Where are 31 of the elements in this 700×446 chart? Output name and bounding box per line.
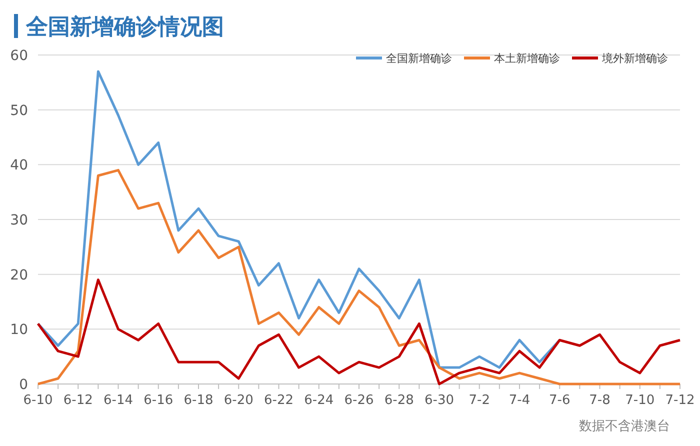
y-tick-label: 50	[10, 102, 28, 119]
x-tick-label: 6-18	[184, 393, 214, 408]
x-tick-label: 6-16	[144, 393, 174, 408]
x-tick-label: 7-10	[625, 393, 655, 408]
text: 数据不含港澳台	[579, 419, 670, 434]
x-tick-label: 6-14	[103, 393, 134, 408]
y-tick-label: 60	[10, 48, 28, 64]
x-tick-label: 6-30	[424, 393, 454, 408]
x-tick-label: 7-6	[549, 393, 570, 408]
y-tick-label: 20	[10, 267, 28, 284]
legend-label: 本土新增确诊	[494, 52, 560, 65]
y-tick-label: 40	[10, 158, 28, 174]
x-tick-label: 6-12	[63, 393, 93, 408]
x-tick-label: 6-26	[344, 393, 374, 408]
y-tick-label: 30	[10, 212, 28, 228]
x-tick-label: 7-4	[508, 393, 530, 408]
x-tick-label: 6-10	[23, 393, 53, 408]
x-tick-label: 6-28	[384, 393, 414, 408]
x-tick-label: 7-2	[468, 393, 490, 408]
y-tick-label: 10	[10, 322, 28, 338]
x-tick-label: 7-12	[665, 393, 695, 408]
legend-label: 境外新增确诊	[601, 52, 668, 65]
y-tick-label: 0	[19, 377, 28, 393]
x-tick-label: 6-24	[304, 393, 334, 408]
x-tick-label: 7-8	[589, 393, 610, 408]
line-series	[36, 278, 682, 386]
line-series	[36, 168, 682, 386]
chart-title: 全国新增确诊情况图	[25, 14, 224, 40]
legend-label: 全国新增确诊	[386, 52, 452, 65]
x-tick-label: 6-20	[224, 393, 254, 408]
x-tick-label: 6-22	[264, 393, 294, 408]
